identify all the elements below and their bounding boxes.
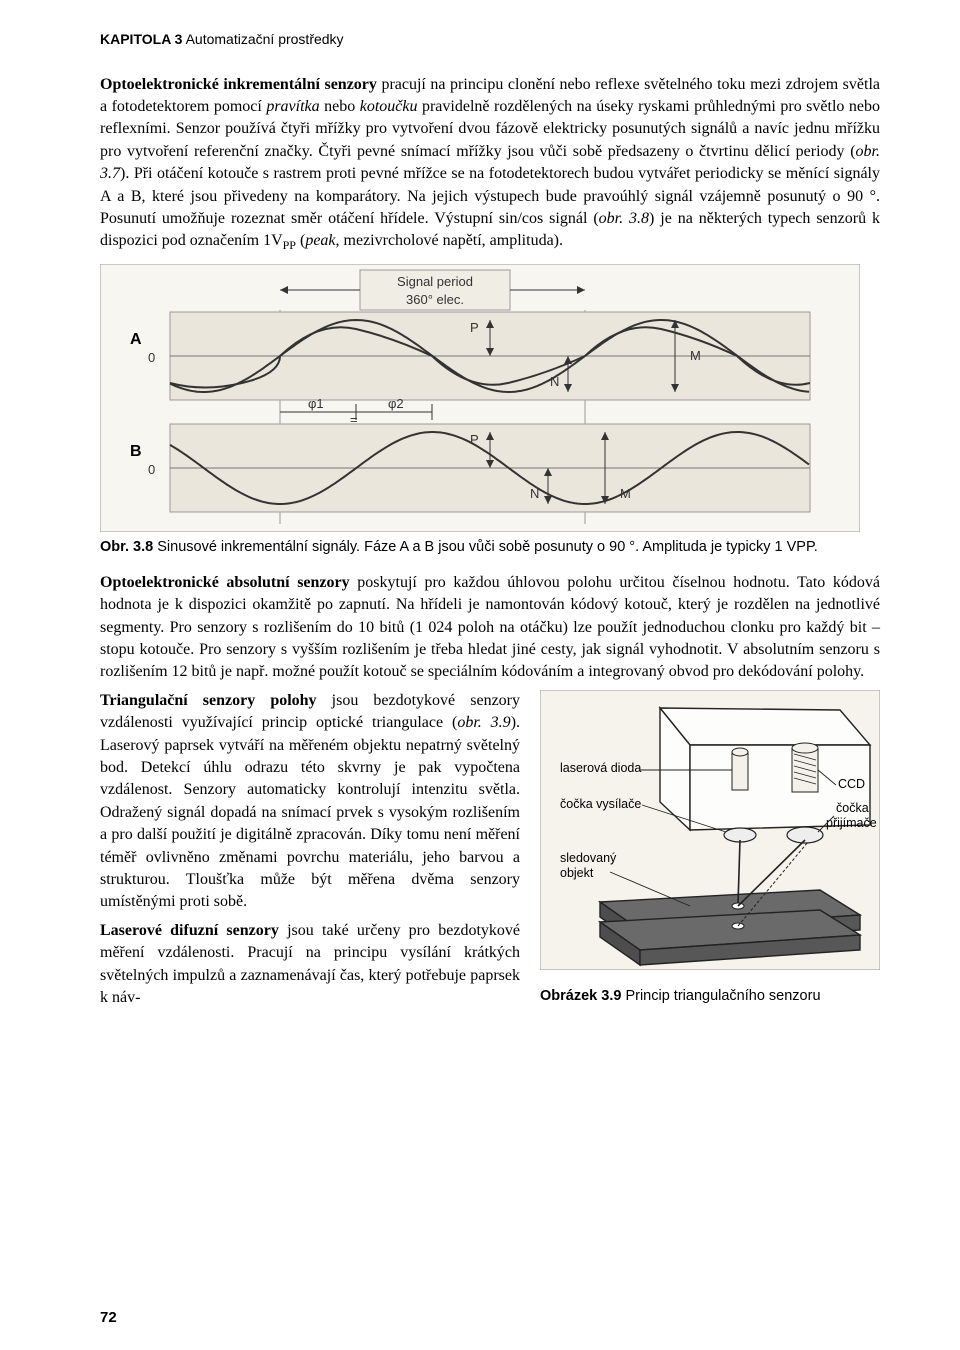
- paragraph-4: Laserové difuzní senzory jsou také určen…: [100, 920, 520, 1010]
- two-column-section: Triangulační senzory polohy jsou bezdoty…: [100, 690, 880, 1021]
- triangulation-diagram: laserová dioda čočka vysílače sledovaný …: [540, 690, 880, 970]
- p4-lead: Laserové difuzní senzory: [100, 922, 279, 939]
- svg-text:0: 0: [148, 462, 155, 477]
- svg-text:M: M: [620, 486, 631, 501]
- p3-lead: Triangulační senzory polohy: [100, 692, 317, 709]
- svg-text:P: P: [470, 432, 479, 447]
- svg-text:0: 0: [148, 350, 155, 365]
- svg-text:sledovaný: sledovaný: [560, 851, 617, 865]
- chapter-header: KAPITOLA 3 Automatizační prostředky: [100, 30, 880, 50]
- svg-text:N: N: [530, 486, 539, 501]
- svg-text:laserová dioda: laserová dioda: [560, 761, 641, 775]
- caption-3-8: Obr. 3.8 Sinusové inkrementální signály.…: [100, 538, 880, 558]
- svg-text:P: P: [470, 320, 479, 335]
- page-number: 72: [100, 1307, 117, 1328]
- figure-3-8: Signal period 360° elec. A 0 B 0 P: [100, 264, 880, 532]
- svg-text:M: M: [690, 348, 701, 363]
- right-column: laserová dioda čočka vysílače sledovaný …: [540, 690, 880, 1021]
- svg-text:φ2: φ2: [388, 396, 404, 411]
- caption-3-9: Obrázek 3.9 Princip triangulačního senzo…: [540, 987, 880, 1007]
- paragraph-1: Optoelektronické inkrementální senzory p…: [100, 74, 880, 255]
- paragraph-3: Triangulační senzory polohy jsou bezdoty…: [100, 690, 520, 914]
- svg-text:N: N: [550, 374, 559, 389]
- svg-text:čočka vysílače: čočka vysílače: [560, 797, 641, 811]
- svg-text:360° elec.: 360° elec.: [406, 292, 464, 307]
- svg-text:objekt: objekt: [560, 866, 594, 880]
- svg-text:φ1: φ1: [308, 396, 324, 411]
- cap38-bold: Obr. 3.8: [100, 539, 153, 555]
- p1-lead: Optoelektronické inkrementální senzory: [100, 76, 377, 93]
- chapter-title: Automatizační prostředky: [186, 31, 344, 47]
- cap39-bold: Obrázek 3.9: [540, 988, 621, 1004]
- svg-text:CCD: CCD: [838, 777, 865, 791]
- sine-diagram: Signal period 360° elec. A 0 B 0 P: [100, 264, 860, 532]
- svg-text:čočka: čočka: [836, 801, 869, 815]
- left-column: Triangulační senzory polohy jsou bezdoty…: [100, 690, 520, 1021]
- svg-text:přijímače: přijímače: [826, 816, 877, 830]
- paragraph-2: Optoelektronické absolutní senzory posky…: [100, 572, 880, 684]
- svg-text:=: =: [350, 412, 358, 427]
- p2-lead: Optoelektronické absolutní senzory: [100, 574, 350, 591]
- svg-text:A: A: [130, 331, 142, 348]
- svg-text:B: B: [130, 443, 142, 460]
- svg-text:Signal period: Signal period: [397, 274, 473, 289]
- chapter-num: KAPITOLA 3: [100, 31, 182, 47]
